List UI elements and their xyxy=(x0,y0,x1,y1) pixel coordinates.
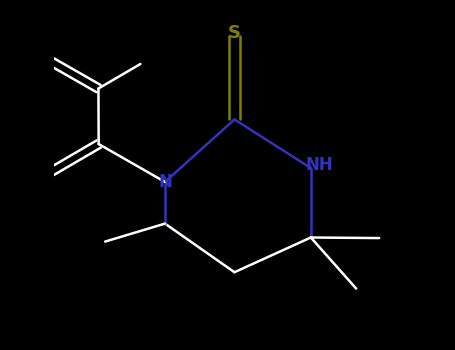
Text: N: N xyxy=(158,173,172,191)
Text: NH: NH xyxy=(306,156,334,174)
Text: S: S xyxy=(228,24,241,42)
